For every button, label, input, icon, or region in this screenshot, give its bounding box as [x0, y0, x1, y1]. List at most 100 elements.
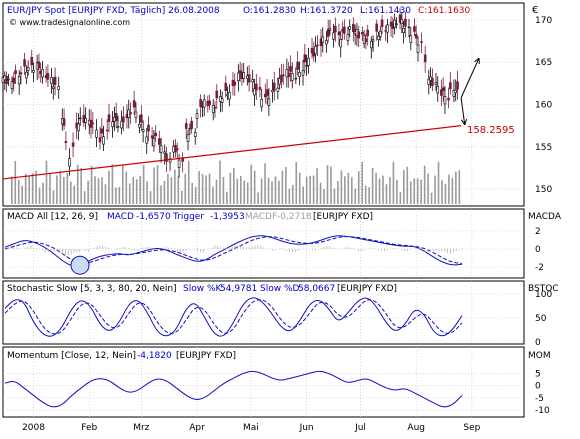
- candle-body-37: [95, 129, 98, 138]
- ohlc-high: H:161.3720: [300, 6, 353, 16]
- candle-body-41: [105, 129, 109, 132]
- volume-bar-62: [226, 191, 228, 204]
- volume-bar-18: [73, 185, 76, 204]
- volume-bar-124: [441, 180, 443, 204]
- candle-body-147: [364, 38, 368, 42]
- volume-bar-45: [167, 173, 169, 204]
- volume-bar-3: [21, 185, 24, 204]
- candle-body-17: [41, 69, 44, 78]
- mom-title: Momentum [Close, 12, Nein]: [7, 351, 136, 361]
- stoch-y-tick-50: 50: [535, 314, 547, 324]
- volume-bar-29: [111, 164, 114, 204]
- volume-bar-73: [264, 163, 266, 204]
- candle-body-182: [452, 89, 456, 97]
- volume-bar-21: [83, 191, 86, 204]
- candle-body-73: [186, 134, 190, 142]
- macd-y-tick--2: -2: [535, 263, 544, 273]
- volume-bar-49: [180, 190, 183, 204]
- volume-bar-79: [285, 167, 287, 204]
- candle-body-78: [199, 99, 202, 107]
- candle-body-69: [175, 148, 179, 151]
- candle-body-77: [195, 113, 199, 119]
- trendline-label: 158.2595: [467, 125, 515, 136]
- volume-bar-107: [382, 175, 384, 204]
- candle-body-70: [177, 159, 181, 168]
- volume-bar-54: [198, 171, 200, 204]
- candle-body-23: [57, 86, 60, 90]
- candle-body-9: [23, 59, 26, 67]
- volume-bar-91: [326, 165, 329, 204]
- candle-body-101: [255, 83, 258, 91]
- candle-body-102: [258, 87, 262, 90]
- volume-bar-74: [267, 177, 270, 204]
- volume-bar-17: [69, 181, 72, 204]
- candle-body-117: [294, 77, 298, 80]
- watermark-text: © www.tradesignalonline.com: [9, 18, 130, 27]
- candle-body-135: [337, 31, 341, 36]
- volume-bar-111: [396, 179, 398, 204]
- volume-bar-106: [378, 178, 381, 204]
- volume-bar-6: [31, 173, 34, 204]
- candle-body-141: [352, 23, 355, 33]
- candle-body-47: [120, 120, 123, 129]
- candle-body-90: [228, 91, 231, 100]
- volume-bar-103: [368, 187, 370, 204]
- projection-arrowhead-0: [474, 57, 480, 64]
- volume-bar-35: [132, 176, 135, 204]
- stochastic-header: Stochastic Slow [5, 3, 3, 80, 20, Nein] …: [7, 284, 559, 294]
- x-tick-label-sep: Sep: [463, 423, 480, 433]
- volume-bar-28: [108, 170, 110, 204]
- candle-body-30: [77, 123, 80, 132]
- candle-body-132: [328, 28, 332, 31]
- volume-bar-99: [354, 188, 357, 204]
- price-panel-frame: [2, 2, 525, 207]
- candle-body-46: [116, 126, 120, 128]
- volume-bar-42: [156, 165, 159, 204]
- volume-bar-58: [212, 186, 214, 204]
- volume-bar-22: [87, 180, 89, 204]
- candle-body-162: [400, 18, 404, 25]
- candle-body-109: [276, 87, 280, 92]
- volume-bar-19: [76, 164, 79, 204]
- volume-bar-97: [347, 172, 350, 204]
- volume-bar-68: [246, 182, 249, 204]
- candle-body-126: [314, 46, 317, 55]
- volume-bar-101: [361, 161, 363, 204]
- volume-bar-15: [63, 176, 65, 204]
- volume-bar-87: [312, 175, 315, 204]
- macd-header: MACD All [12, 26, 9] MACD -1,6570 Trigge…: [7, 212, 562, 222]
- candle-body-114: [287, 72, 290, 78]
- candle-body-107: [271, 89, 274, 93]
- volume-bar-123: [437, 161, 440, 204]
- volume-bar-5: [28, 176, 30, 204]
- candle-body-10: [25, 71, 28, 79]
- volume-bar-65: [236, 178, 239, 204]
- volume-bar-113: [403, 169, 405, 204]
- candle-body-12: [30, 57, 34, 66]
- macd-legend-macd-value: -1,6570: [136, 212, 171, 222]
- volume-bar-77: [278, 180, 280, 204]
- candle-body-154: [380, 19, 384, 28]
- candle-body-115: [289, 66, 292, 72]
- candle-body-177: [440, 89, 443, 96]
- projection-arrow-0: [460, 57, 480, 98]
- candle-body-64: [163, 151, 166, 154]
- volume-bar-78: [281, 170, 284, 204]
- candle-body-161: [398, 14, 402, 23]
- candle-body-122: [305, 65, 308, 67]
- candle-body-152: [377, 35, 380, 40]
- candle-body-53: [134, 111, 138, 119]
- price-y-tick-155: 155: [535, 143, 552, 153]
- volume-bar-24: [94, 176, 96, 204]
- candle-body-134: [334, 25, 337, 33]
- candle-body-156: [386, 24, 389, 33]
- candle-body-87: [220, 98, 224, 103]
- candle-body-15: [37, 61, 41, 69]
- candle-body-120: [301, 70, 305, 76]
- volume-bar-127: [451, 177, 454, 204]
- mom-source: [EURJPY FXD]: [176, 351, 236, 361]
- volume-bar-40: [149, 191, 152, 204]
- volume-bar-7: [35, 170, 37, 204]
- volume-bar-16: [66, 172, 69, 204]
- candle-body-22: [53, 76, 57, 85]
